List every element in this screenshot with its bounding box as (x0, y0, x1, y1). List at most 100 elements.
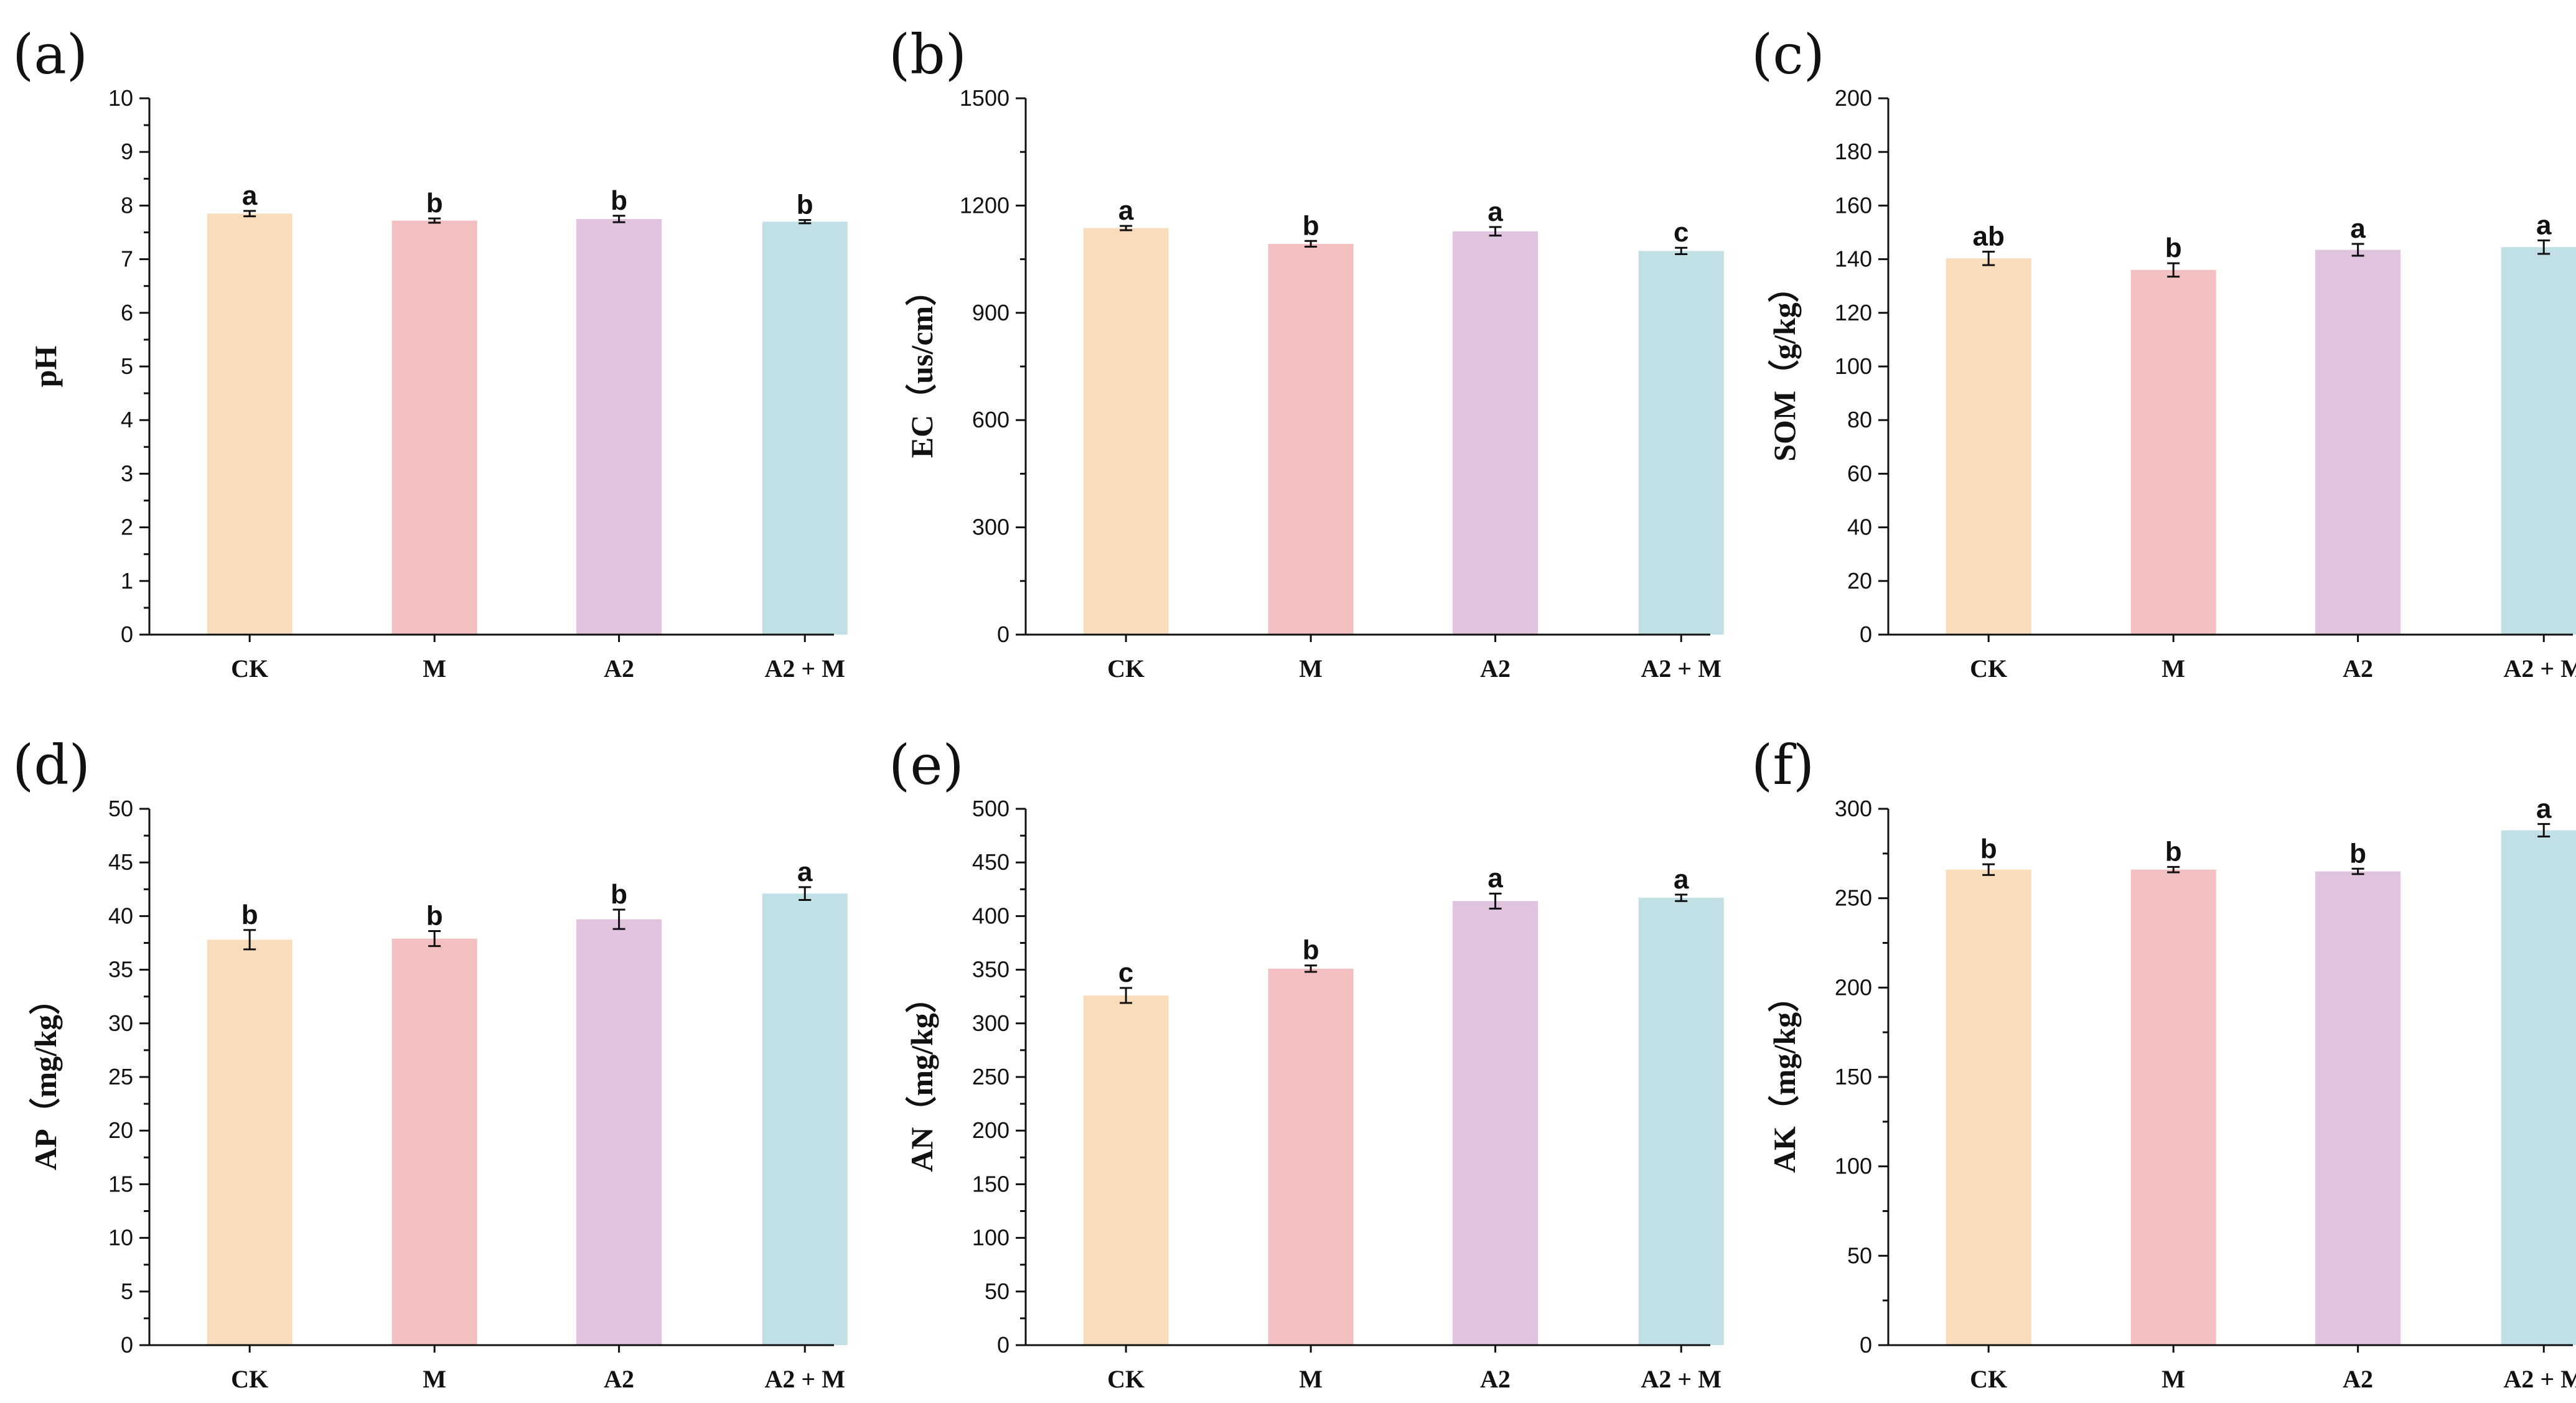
significance-label: c (1674, 217, 1688, 248)
y-tick-label: 250 (1835, 885, 1872, 911)
bar-CK (1083, 995, 1169, 1345)
bar-A2 (576, 919, 662, 1345)
y-tick-label: 100 (972, 1225, 1009, 1251)
y-tick-label: 1200 (960, 192, 1009, 218)
error-bar (1675, 893, 1688, 902)
x-tick-label: CK (1970, 1365, 2007, 1393)
y-tick-label: 450 (972, 849, 1009, 875)
y-tick-label: 0 (121, 622, 133, 647)
y-tick-label: 20 (108, 1117, 133, 1143)
significance-label: a (242, 180, 258, 211)
x-tick-label: A2 + M (2504, 1365, 2576, 1393)
x-tick-label: CK (231, 1365, 268, 1393)
x-tick-label: A2 (1480, 655, 1510, 683)
significance-label: a (797, 857, 813, 887)
bar-M (391, 938, 477, 1345)
y-tick-label: 150 (1835, 1064, 1872, 1089)
x-tick-label: M (2161, 655, 2185, 683)
bar-A2M (2501, 247, 2576, 635)
y-tick-label: 15 (108, 1171, 133, 1196)
panel-label: (a) (12, 22, 88, 86)
error-bar (2351, 867, 2364, 875)
error-bar (1675, 246, 1688, 256)
y-axis-label: AN（mg/kg） (904, 982, 939, 1172)
significance-label: b (1980, 834, 1997, 864)
significance-label: a (2536, 793, 2552, 824)
error-bar (1982, 863, 1995, 876)
x-tick-label: M (1299, 1365, 1323, 1393)
significance-label: b (2165, 233, 2182, 263)
y-tick-label: 50 (1847, 1242, 1872, 1268)
bar-A2 (576, 218, 662, 635)
x-tick-label: CK (1107, 655, 1145, 683)
panel-label: (b) (889, 22, 967, 86)
bar-CK (1946, 258, 2031, 635)
y-tick-label: 60 (1847, 460, 1872, 486)
y-tick-label: 0 (1860, 1332, 1872, 1358)
significance-label: a (1487, 863, 1503, 893)
x-tick-label: A2 (1480, 1365, 1510, 1393)
error-bar (799, 886, 812, 902)
significance-label: b (2165, 836, 2182, 867)
y-tick-label: 40 (108, 903, 133, 928)
chart-panel-a: (a) a CK b Mb A2 b A2 + M 0 1 2 3 4 5 6 7 8 9 10 pH (12, 22, 848, 683)
error-bar (2537, 239, 2550, 255)
bar-CK (207, 939, 293, 1345)
panel-label: (c) (1751, 22, 1825, 86)
y-axis-label: SOM（g/kg） (1767, 271, 1802, 462)
y-tick-label: 1500 (960, 85, 1009, 111)
error-bar (428, 930, 441, 948)
y-axis-label: pH (28, 346, 63, 388)
panel-label: (d) (12, 733, 90, 797)
y-tick-label: 40 (1847, 515, 1872, 540)
error-bar (1982, 251, 1995, 266)
y-tick-label: 600 (972, 407, 1009, 432)
x-tick-label: M (1299, 655, 1323, 683)
significance-label: b (797, 190, 813, 220)
y-tick-label: 5 (121, 353, 133, 379)
x-tick-label: CK (1107, 1365, 1145, 1393)
y-tick-label: 2 (121, 515, 133, 540)
x-tick-label: M (2161, 1365, 2185, 1393)
error-bar (1120, 225, 1133, 231)
bar-A2M (762, 893, 848, 1345)
bar-CK (1083, 228, 1169, 635)
y-tick-label: 250 (972, 1064, 1009, 1089)
y-axis-label: AK（mg/kg） (1767, 981, 1802, 1173)
significance-label: a (1487, 197, 1503, 227)
significance-label: b (1303, 935, 1319, 966)
x-tick-label: M (423, 1365, 446, 1393)
error-bar (799, 219, 812, 225)
x-tick-label: CK (1970, 655, 2007, 683)
significance-label: b (426, 188, 443, 218)
y-tick-label: 900 (972, 300, 1009, 325)
y-tick-label: 30 (108, 1010, 133, 1036)
y-tick-label: 1 (121, 568, 133, 594)
y-tick-label: 5 (121, 1279, 133, 1304)
y-tick-label: 300 (1835, 796, 1872, 821)
y-tick-label: 140 (1835, 246, 1872, 272)
y-tick-label: 20 (1847, 568, 1872, 594)
y-tick-label: 400 (972, 903, 1009, 928)
y-tick-label: 150 (972, 1171, 1009, 1196)
bar-A2 (1453, 901, 1539, 1345)
error-bar (2537, 823, 2550, 838)
error-bar (2167, 262, 2180, 278)
bar-M (1268, 968, 1354, 1345)
y-axis-label: EC（us/cm） (904, 275, 939, 458)
error-bar (612, 215, 625, 223)
error-bar (243, 210, 256, 218)
error-bar (1489, 892, 1502, 910)
x-tick-label: A2 (604, 655, 634, 683)
significance-label: a (1118, 195, 1134, 226)
y-tick-label: 120 (1835, 300, 1872, 325)
bar-M (2130, 869, 2216, 1345)
significance-label: b (611, 879, 627, 910)
significance-label: b (611, 185, 627, 216)
bar-CK (207, 213, 293, 635)
y-tick-label: 4 (121, 407, 133, 432)
y-tick-label: 300 (972, 1010, 1009, 1036)
bar-A2 (1453, 231, 1539, 635)
x-tick-label: A2 + M (1641, 1365, 1721, 1393)
y-tick-label: 10 (108, 1225, 133, 1251)
